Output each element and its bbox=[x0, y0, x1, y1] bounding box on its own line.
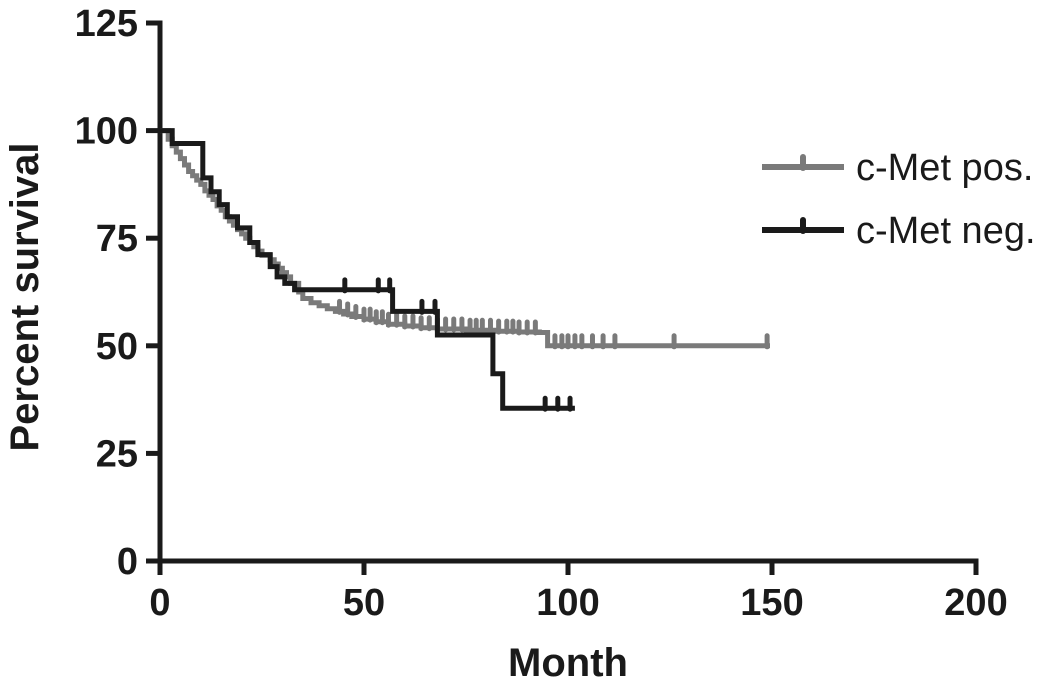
axis-lines bbox=[157, 20, 979, 564]
labels-layer: Month Percent survival bbox=[3, 142, 628, 685]
x-tick-label: 150 bbox=[740, 582, 803, 624]
y-tick-label: 125 bbox=[75, 3, 138, 45]
legend: c-Met pos. c-Met neg. bbox=[762, 147, 1036, 252]
y-tick-label: 100 bbox=[75, 111, 138, 153]
y-tick-label: 50 bbox=[96, 326, 138, 368]
y-tick-label: 75 bbox=[96, 218, 138, 260]
x-tick-label: 200 bbox=[944, 582, 1007, 624]
y-tick-label: 25 bbox=[96, 433, 138, 475]
axes-layer: 0 25 50 75 100 125 0 50 100 150 200 bbox=[75, 3, 1008, 624]
legend-label: c-Met neg. bbox=[856, 210, 1036, 252]
x-tick-label: 50 bbox=[343, 582, 385, 624]
x-tick-label: 100 bbox=[536, 582, 599, 624]
y-axis-title: Percent survival bbox=[3, 142, 47, 451]
x-axis-title: Month bbox=[508, 641, 628, 685]
y-tick-label: 0 bbox=[117, 541, 138, 583]
legend-item: c-Met pos. bbox=[762, 147, 1033, 189]
series-layer bbox=[160, 128, 770, 412]
legend-item: c-Met neg. bbox=[762, 210, 1036, 252]
x-tick-label: 0 bbox=[149, 582, 170, 624]
survival-curve-cmet-neg bbox=[160, 128, 575, 411]
legend-label: c-Met pos. bbox=[856, 147, 1033, 189]
